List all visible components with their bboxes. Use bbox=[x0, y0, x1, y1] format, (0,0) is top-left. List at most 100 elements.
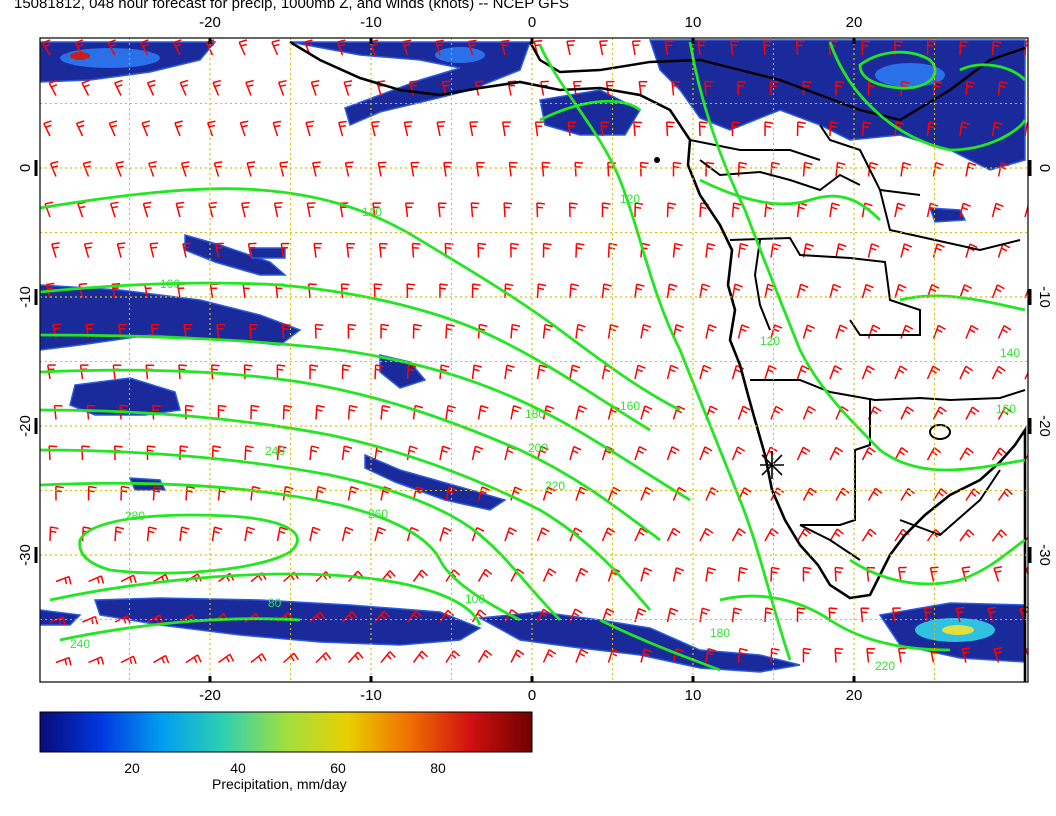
wind-barb bbox=[341, 611, 358, 623]
wind-barb bbox=[634, 446, 647, 461]
height-contour bbox=[49, 572, 482, 626]
wind-barb bbox=[209, 283, 219, 299]
wind-barb bbox=[445, 323, 455, 339]
contour-label: 220 bbox=[875, 659, 895, 673]
height-contour bbox=[538, 44, 792, 661]
wind-barb bbox=[344, 161, 354, 177]
wind-barb bbox=[510, 323, 521, 339]
precip-core bbox=[435, 47, 485, 63]
wind-barb bbox=[282, 652, 299, 664]
wind-barb bbox=[503, 202, 513, 218]
wind-barb bbox=[477, 649, 493, 663]
wind-barb bbox=[372, 202, 381, 218]
wind-barb bbox=[796, 202, 808, 218]
wind-barb bbox=[81, 445, 90, 461]
wind-barb bbox=[79, 364, 89, 380]
wind-barb bbox=[699, 364, 712, 380]
wind-barb bbox=[43, 120, 52, 137]
wind-barb bbox=[536, 527, 550, 542]
wind-barb bbox=[153, 654, 170, 664]
country-border bbox=[753, 239, 771, 331]
wind-barb bbox=[796, 446, 811, 461]
wind-barb bbox=[861, 40, 871, 56]
contour-label: 280 bbox=[125, 509, 145, 523]
wind-barb bbox=[182, 242, 191, 258]
wind-barb bbox=[75, 120, 85, 137]
wind-barb bbox=[114, 79, 123, 96]
wind-barb bbox=[894, 202, 906, 218]
wind-barb bbox=[87, 485, 97, 501]
lat-lon-grid bbox=[40, 38, 1028, 682]
wind-barb bbox=[82, 615, 99, 625]
lon-tick-top: 20 bbox=[846, 14, 863, 31]
wind-barb bbox=[639, 161, 649, 177]
wind-barb bbox=[341, 526, 354, 542]
precip-region bbox=[40, 284, 302, 351]
wind-barb bbox=[81, 79, 90, 96]
wind-barb bbox=[672, 161, 682, 177]
wind-barb bbox=[861, 365, 875, 380]
wind-barb bbox=[666, 446, 680, 461]
wind-barb bbox=[835, 243, 847, 258]
wind-barbs-layer bbox=[41, 39, 1044, 666]
wind-barb bbox=[249, 323, 258, 339]
wind-barb bbox=[114, 615, 131, 624]
wind-barb bbox=[307, 283, 317, 299]
wind-barb bbox=[897, 647, 907, 663]
wind-barb bbox=[469, 121, 478, 137]
wind-barb bbox=[705, 324, 717, 339]
height-contour bbox=[40, 333, 691, 502]
wind-barb bbox=[671, 80, 681, 96]
wind-barb bbox=[246, 161, 256, 177]
wind-barb bbox=[174, 120, 183, 137]
wind-barb bbox=[959, 40, 969, 56]
wind-barb bbox=[120, 485, 130, 501]
wind-barb bbox=[276, 526, 288, 542]
wind-barb bbox=[1024, 536, 1028, 542]
wind-barb bbox=[640, 486, 654, 501]
wind-barb bbox=[536, 202, 545, 218]
wind-barb bbox=[315, 485, 327, 501]
wind-barb bbox=[634, 527, 648, 542]
wind-barb bbox=[347, 486, 359, 501]
wind-barb bbox=[146, 79, 156, 96]
wind-barb bbox=[245, 79, 254, 96]
wind-barb bbox=[737, 566, 748, 582]
wind-barb bbox=[1031, 326, 1044, 339]
wind-barb bbox=[445, 404, 456, 420]
coastlines-borders bbox=[289, 40, 1027, 682]
wind-barb bbox=[796, 528, 812, 542]
wind-barb bbox=[959, 529, 975, 542]
wind-barb bbox=[48, 445, 58, 461]
wind-barb bbox=[666, 364, 679, 380]
wind-barb bbox=[510, 486, 523, 501]
wind-barb bbox=[403, 120, 413, 137]
wind-barb bbox=[997, 162, 1010, 177]
wind-barb bbox=[343, 80, 353, 96]
wind-barb bbox=[310, 80, 320, 96]
lat-tick-left: -10 bbox=[17, 286, 34, 308]
wind-barb bbox=[114, 526, 125, 542]
wind-barb bbox=[378, 242, 388, 258]
wind-barb bbox=[900, 487, 915, 501]
wind-barb bbox=[991, 447, 1007, 461]
wind-barb bbox=[140, 39, 149, 56]
wind-barb bbox=[471, 283, 481, 299]
wind-barb bbox=[51, 242, 60, 258]
wind-barb bbox=[640, 323, 652, 339]
wind-barb bbox=[829, 365, 843, 380]
contour-label: 120 bbox=[620, 192, 640, 206]
wind-barb bbox=[965, 162, 977, 177]
wind-barb bbox=[965, 243, 978, 258]
wind-barb bbox=[534, 121, 544, 137]
wind-barb bbox=[769, 80, 779, 96]
contour-label: 180 bbox=[525, 407, 545, 421]
wind-barb bbox=[861, 121, 872, 137]
wind-barb bbox=[542, 486, 556, 501]
wind-barb bbox=[731, 527, 746, 542]
wind-barb bbox=[834, 647, 844, 663]
wind-barb bbox=[867, 324, 881, 339]
wind-barb bbox=[74, 39, 84, 56]
precip-region bbox=[93, 597, 482, 646]
